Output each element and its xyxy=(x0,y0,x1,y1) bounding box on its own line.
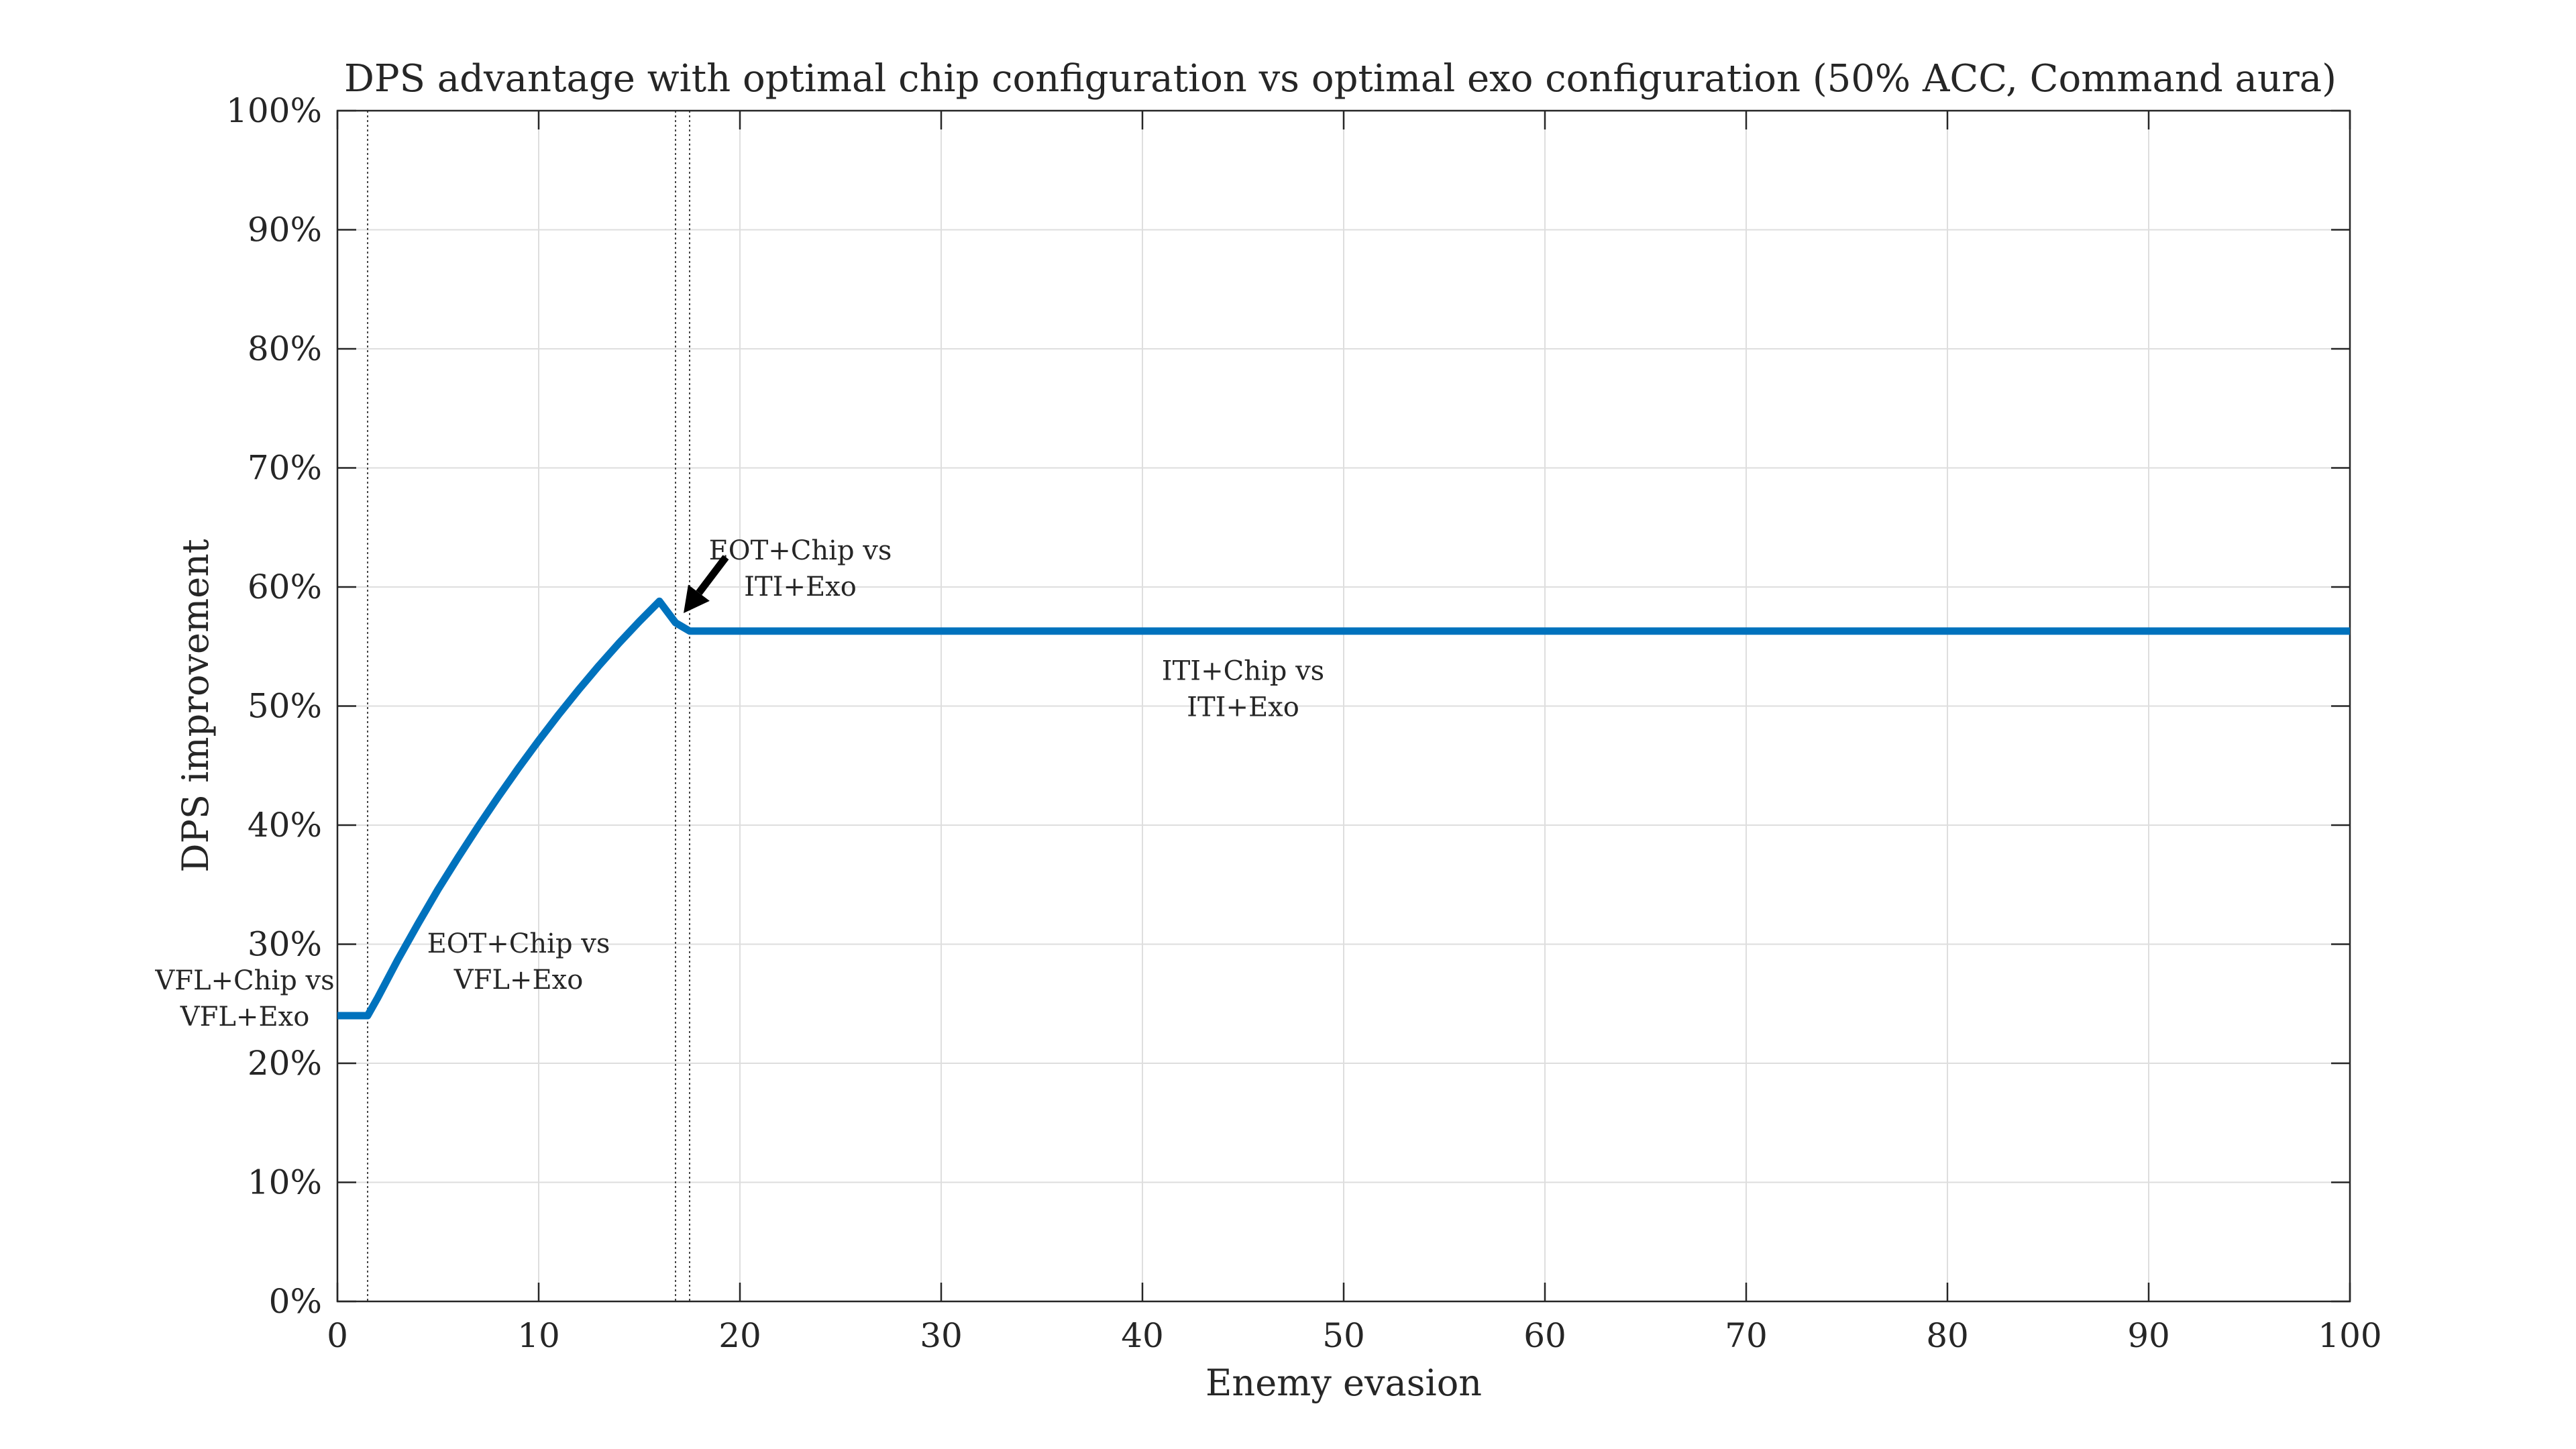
x-tick-label: 60 xyxy=(1523,1316,1566,1355)
annotation-arrow xyxy=(684,555,729,614)
x-tick-label: 50 xyxy=(1322,1316,1365,1355)
x-tick-label: 40 xyxy=(1121,1316,1164,1355)
x-tick-label: 100 xyxy=(2318,1316,2381,1355)
annotation-text: ITI+Exo xyxy=(744,572,857,602)
axis-ticks: 0 10 20 30 40 50 60 70 80 90 100 0% 10% 20% 30% 40% 50% 6… xyxy=(226,91,2382,1355)
annotation-text: ITI+Exo xyxy=(1187,692,1299,722)
x-tick-label: 70 xyxy=(1725,1316,1768,1355)
y-tick-label: 80% xyxy=(248,329,322,368)
y-tick-label: 20% xyxy=(248,1044,322,1083)
y-tick-label: 60% xyxy=(248,568,322,606)
series-line xyxy=(337,597,2350,1020)
y-tick-label: 100% xyxy=(226,91,322,130)
x-tick-label: 30 xyxy=(920,1316,963,1355)
chart-title: DPS advantage with optimal chip configur… xyxy=(344,57,2337,101)
annotation-text: VFL+Exo xyxy=(180,1002,310,1032)
x-tick-label: 90 xyxy=(2127,1316,2170,1355)
annotations: VFL+Chip vs VFL+Exo EOT+Chip vs VFL+Exo EOT+… xyxy=(154,535,1324,1032)
x-axis-label: Enemy evasion xyxy=(1205,1362,1482,1404)
y-tick-label: 90% xyxy=(248,211,322,250)
y-tick-label: 70% xyxy=(248,449,322,488)
y-tick-label: 10% xyxy=(248,1163,322,1202)
y-axis-label: DPS improvement xyxy=(174,539,217,873)
y-tick-label: 40% xyxy=(248,806,322,845)
annotation-text: EOT+Chip vs xyxy=(427,928,610,959)
series-group xyxy=(337,597,2350,1020)
x-tick-label: 80 xyxy=(1926,1316,1969,1355)
y-tick-label: 50% xyxy=(248,687,322,726)
y-tick-label: 30% xyxy=(248,925,322,964)
annotation-text: VFL+Chip vs xyxy=(154,965,334,996)
x-tick-label: 10 xyxy=(517,1316,560,1355)
x-tick-label: 20 xyxy=(718,1316,761,1355)
regime-boundary-lines xyxy=(367,111,690,1301)
annotation-text: ITI+Chip vs xyxy=(1162,655,1324,686)
annotation-text: VFL+Exo xyxy=(453,965,584,996)
annotation-text: EOT+Chip vs xyxy=(709,535,892,566)
y-tick-label: 0% xyxy=(269,1282,322,1321)
arrow-shaft xyxy=(696,555,729,596)
arrow-head xyxy=(684,584,710,614)
x-tick-label: 0 xyxy=(327,1316,348,1355)
